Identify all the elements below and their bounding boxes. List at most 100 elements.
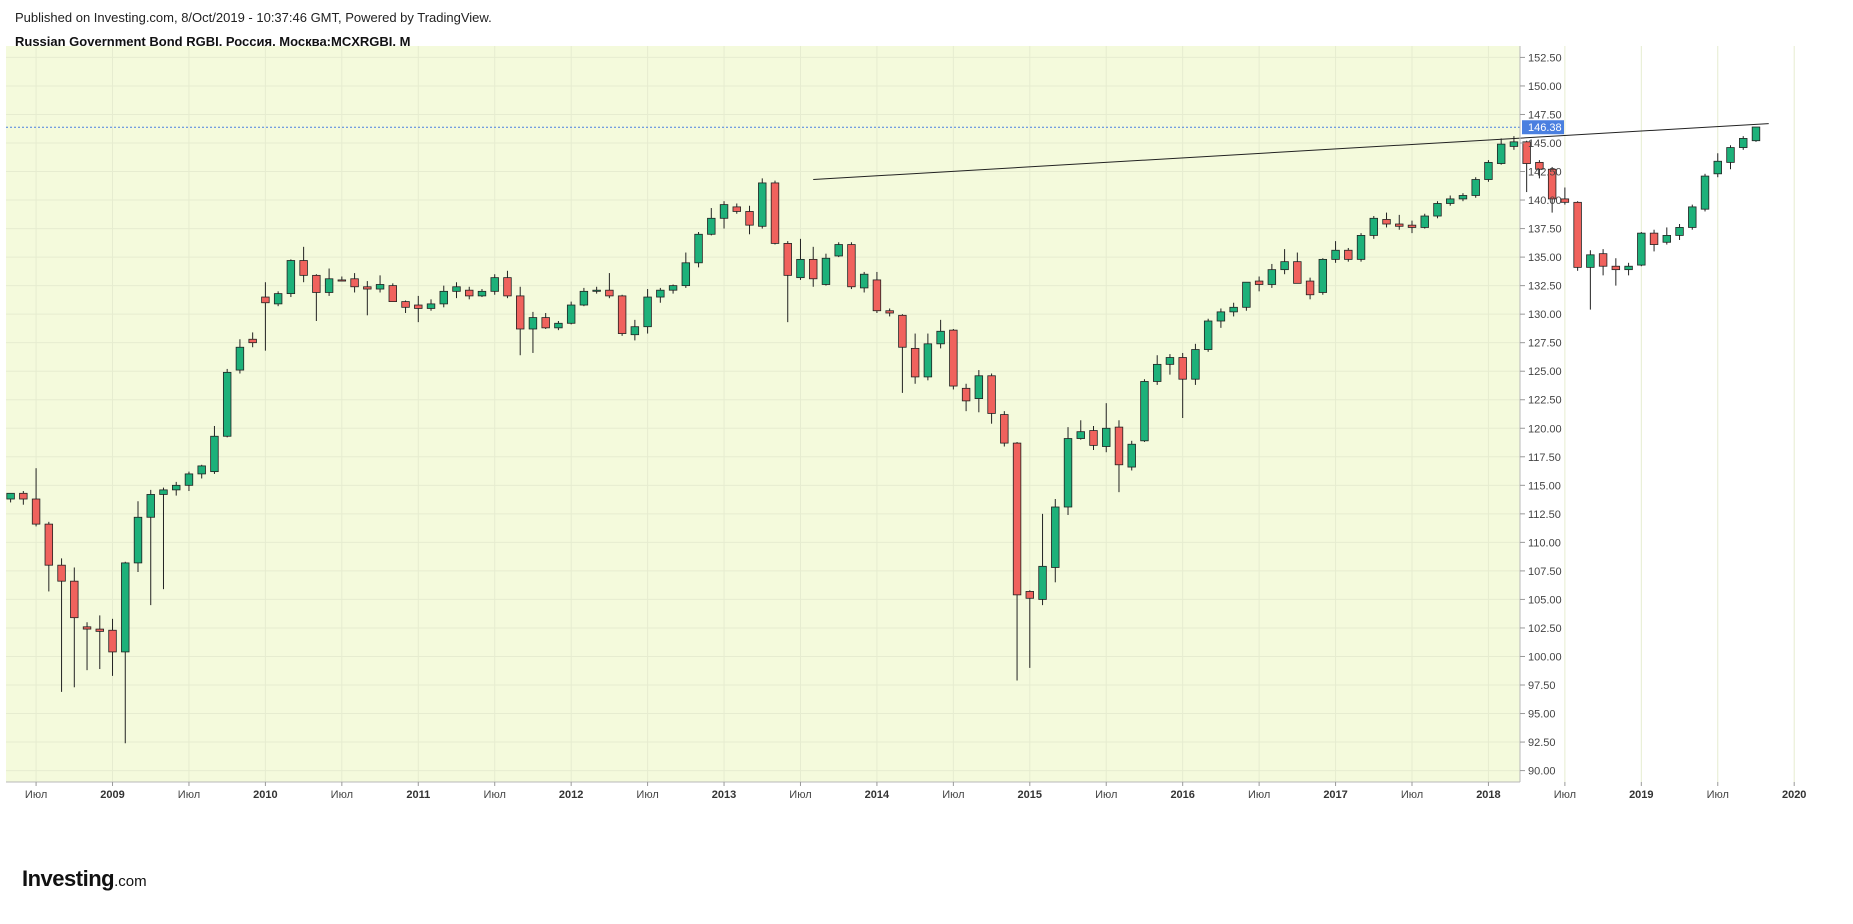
candle-body [528,317,538,330]
candle [1280,249,1289,275]
candle [121,561,130,744]
candle [1000,411,1009,447]
candle-body [656,289,665,298]
candle-body [159,489,168,495]
candle-body [1496,143,1506,164]
candle [1229,302,1238,317]
candle [1293,252,1302,284]
candle-body [490,277,499,292]
x-tick-label: Июл [331,789,353,801]
candle [159,487,168,590]
candle [1484,160,1493,182]
candle-body [1433,203,1442,217]
x-tick-label: 2019 [1629,789,1653,801]
candle-body [1522,141,1531,164]
candle [273,291,283,307]
candle-body [605,289,614,297]
candle-body [1675,227,1684,236]
candle [579,287,589,307]
candle-body [1076,431,1085,439]
candle-body [1586,254,1595,268]
candle [1395,214,1404,230]
candle-body [414,304,423,309]
candle-body [1407,224,1417,228]
candle [1496,138,1506,165]
y-tick-label: 117.50 [1528,452,1561,464]
candle [1637,231,1646,267]
candle-body [898,314,907,348]
candle-body [375,284,385,290]
candle-body [987,375,996,414]
candle [694,231,703,268]
candle-body [643,296,652,328]
candle-body [745,211,754,226]
candle [439,285,448,308]
candle [363,281,372,316]
candle-body [1547,168,1557,200]
candle [1318,258,1328,295]
y-tick-label: 92.50 [1528,737,1556,749]
candle [1420,213,1429,229]
candle-body [1458,195,1468,200]
candle [286,259,296,298]
candle [1178,352,1187,418]
trendline [813,123,1769,181]
candle-body [1420,215,1429,228]
chart-header: Published on Investing.com, 8/Oct/2019 -… [15,10,492,50]
candle-body [1305,280,1315,296]
candle [1153,355,1162,385]
y-tick-label: 152.50 [1528,52,1562,64]
candle [783,241,792,323]
candle-body [1153,363,1162,382]
candle [605,273,614,299]
candle [1127,440,1136,471]
candle-body [1318,258,1328,293]
candle [758,178,767,229]
candle [414,295,423,323]
candle-body [1598,253,1608,267]
candle [1611,258,1621,286]
candle-body [541,317,550,329]
candle-body [350,278,359,288]
candle-body [923,343,933,378]
x-tick-label: 2015 [1018,789,1042,801]
plot-area[interactable] [6,46,1520,782]
candle-body [783,243,792,276]
candle-body [1242,281,1251,308]
candle [516,286,525,356]
candle-body [579,290,589,306]
x-tick-label: Июл [789,789,811,801]
candle-body [566,304,576,324]
candle [477,289,487,298]
candle-body [809,258,818,280]
candle-body [554,322,563,329]
candle-body [1344,249,1353,260]
candle [108,618,117,676]
candle [910,333,920,384]
candle [19,491,28,505]
candle-body [974,375,984,399]
x-tick-label: 2011 [406,789,430,801]
y-tick-label: 105.00 [1528,594,1562,606]
candle-body [312,274,321,293]
y-tick-label: 127.50 [1528,338,1562,350]
candle-body [1509,141,1519,147]
x-axis: Июл 2009 Июл 2010 Июл 2011 Июл 2012 Июл 2013 Июл 20… [6,781,1806,801]
candle-body [1293,261,1302,284]
candle-body [1191,349,1200,380]
y-tick-label: 147.50 [1528,109,1562,121]
candle [350,273,359,293]
candle [1216,308,1226,328]
candle [452,282,461,299]
candle [248,332,257,348]
candle [1446,195,1455,206]
candle [503,270,512,299]
candle-body [1382,219,1391,225]
candle-body [1331,249,1340,260]
candle [1025,590,1034,668]
candle [1382,212,1391,228]
x-tick-label: Июл [1248,789,1270,801]
candle-body [1000,414,1009,444]
candle-body [936,330,945,345]
